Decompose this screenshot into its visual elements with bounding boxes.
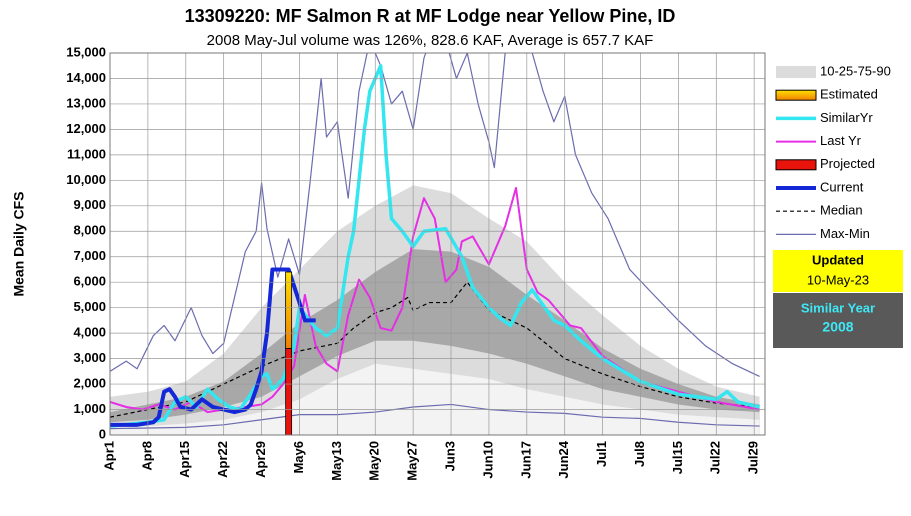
similar-box [773, 293, 903, 348]
similar-year: 2008 [822, 319, 853, 335]
x-tick-label: May6 [291, 441, 306, 474]
y-tick-label: 5,000 [73, 299, 106, 314]
x-tick-label: Jul8 [632, 441, 647, 467]
y-tick-label: 11,000 [67, 146, 106, 161]
chart-title: 13309220: MF Salmon R at MF Lodge near Y… [185, 6, 676, 26]
legend-swatch [775, 159, 817, 171]
y-tick-label: 9,000 [73, 197, 106, 212]
projected-bar [285, 348, 293, 435]
legend-swatch [776, 66, 816, 78]
y-tick-label: 8,000 [73, 223, 106, 238]
legend-label: Estimated [820, 87, 878, 102]
chart-subtitle: 2008 May-Jul volume was 126%, 828.6 KAF,… [207, 32, 654, 49]
updated-box [773, 250, 903, 292]
updated-label: Updated [812, 252, 864, 267]
estimated-bar [285, 271, 293, 349]
x-tick-label: May20 [367, 441, 382, 481]
updated-date: 10-May-23 [807, 272, 869, 287]
y-tick-label: 2,000 [73, 376, 106, 391]
x-tick-label: Jul22 [708, 441, 723, 474]
y-tick-label: 15,000 [66, 44, 106, 59]
x-tick-label: Jun24 [556, 440, 571, 478]
legend-label: SimilarYr [820, 110, 873, 125]
y-axis-label: Mean Daily CFS [11, 191, 27, 296]
x-tick-label: Jul15 [670, 441, 685, 474]
x-tick-label: May27 [405, 441, 420, 481]
series-line [110, 63, 760, 428]
x-tick-label: Apr1 [101, 441, 116, 471]
x-tick-label: Apr8 [139, 441, 154, 471]
y-tick-label: 12,000 [66, 121, 106, 136]
y-tick-label: 14,000 [66, 70, 106, 85]
x-tick-label: Apr22 [215, 441, 230, 478]
legend-label: Max-Min [820, 226, 870, 241]
y-tick-label: 10,000 [66, 172, 106, 187]
legend-swatch [775, 89, 817, 101]
y-tick-label: 3,000 [73, 350, 106, 365]
y-tick-label: 13,000 [66, 95, 106, 110]
x-tick-label: Apr29 [253, 441, 268, 478]
x-tick-label: Jun17 [518, 441, 533, 479]
plot-frame [109, 52, 766, 436]
legend-label: Last Yr [820, 133, 862, 148]
legend-label: Median [820, 203, 863, 218]
x-tick-label: Jul29 [746, 441, 761, 474]
legend-label: 10-25-75-90 [820, 63, 891, 78]
y-tick-label: 4,000 [73, 325, 106, 340]
x-tick-label: Apr15 [177, 441, 192, 478]
legend-label: Projected [820, 156, 875, 171]
legend-label: Current [820, 179, 864, 194]
y-tick-label: 1,000 [73, 401, 106, 416]
y-tick-label: 6,000 [73, 274, 106, 289]
x-tick-label: Jul1 [594, 441, 609, 467]
similar-label: Similar Year [801, 300, 875, 315]
y-tick-label: 0 [99, 426, 106, 441]
x-tick-label: Jun10 [480, 441, 495, 479]
x-tick-label: Jun3 [442, 441, 457, 471]
y-tick-label: 7,000 [73, 248, 106, 263]
x-tick-label: May13 [329, 441, 344, 481]
plot-area [110, 53, 760, 435]
